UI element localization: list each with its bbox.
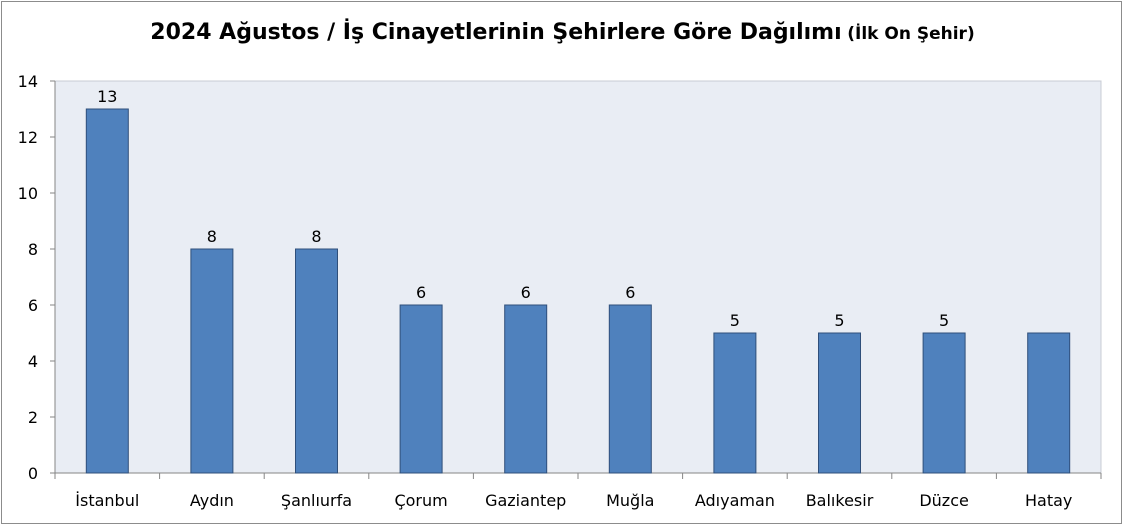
x-category-label: Gaziantep: [485, 491, 566, 510]
bar: [922, 332, 966, 474]
y-tick-label: 0: [28, 464, 38, 483]
bar-value-label: 8: [207, 227, 217, 246]
bar-value-label: 8: [311, 227, 321, 246]
x-category-label: İstanbul: [75, 491, 139, 510]
bar: [399, 304, 443, 474]
x-category-label: Hatay: [1025, 491, 1072, 510]
bar: [190, 248, 234, 474]
x-category-label: Çorum: [394, 491, 447, 510]
bar: [818, 332, 861, 474]
x-category-label: Düzce: [919, 491, 969, 510]
y-tick-label: 2: [28, 408, 38, 427]
chart-title-main: 2024 Ağustos / İş Cinayetlerinin Şehirle…: [150, 20, 842, 45]
chart-title: 2024 Ağustos / İş Cinayetlerinin Şehirle…: [0, 20, 1125, 45]
y-tick-label: 14: [18, 72, 38, 91]
bar-value-label: 6: [416, 283, 426, 302]
y-tick-label: 10: [18, 184, 38, 203]
y-tick-label: 4: [28, 352, 38, 371]
x-category-label: Balıkesir: [806, 491, 874, 510]
bar: [713, 332, 757, 474]
bar: [85, 108, 129, 474]
bar-value-label: 13: [97, 87, 117, 106]
x-category-label: Adıyaman: [695, 491, 775, 510]
x-category-label: Muğla: [606, 491, 654, 510]
bar-value-label: 5: [939, 311, 949, 330]
chart-title-subtitle: (İlk On Şehir): [847, 24, 975, 44]
x-category-label: Şanlıurfa: [281, 491, 352, 510]
bar-value-label: 6: [625, 283, 635, 302]
bar: [608, 304, 652, 474]
y-tick-label: 12: [18, 128, 38, 147]
bar: [295, 248, 338, 474]
bar-value-label: 5: [730, 311, 740, 330]
x-category-label: Aydın: [190, 491, 234, 510]
bar: [1027, 332, 1071, 474]
y-tick-label: 8: [28, 240, 38, 259]
bar-value-label: 6: [521, 283, 531, 302]
bar-value-label: 5: [834, 311, 844, 330]
bar: [504, 304, 548, 474]
y-tick-label: 6: [28, 296, 38, 315]
